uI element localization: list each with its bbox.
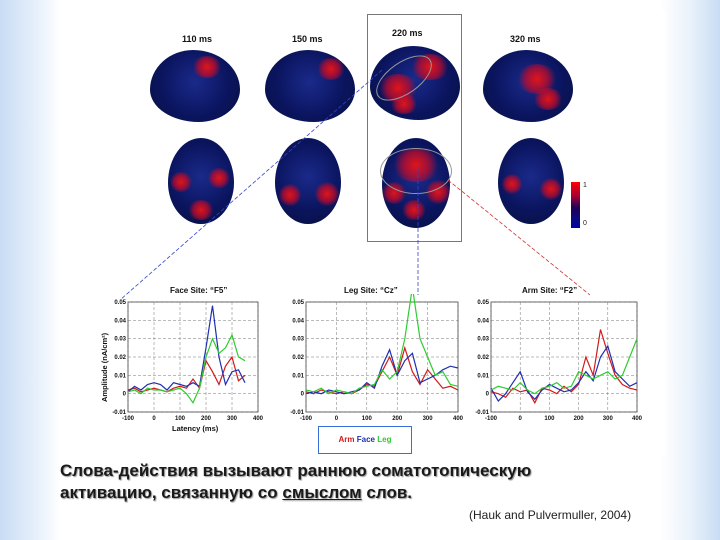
x-tick-label: 0 (335, 416, 339, 422)
series-line-leg (490, 338, 638, 395)
time-label-220: 220 ms (392, 28, 423, 38)
brain-side-220 (370, 46, 460, 120)
highlight-frame (367, 14, 462, 242)
brain-side-110 (150, 50, 240, 122)
y-axis-label: Amplitude (nA/cm²) (100, 332, 109, 402)
y-tick-label: 0.01 (477, 373, 489, 379)
y-tick-label: 0.01 (114, 373, 126, 379)
x-tick-label: 100 (544, 416, 555, 422)
y-tick-label: 0.01 (292, 373, 304, 379)
x-axis-label: Latency (ms) (172, 424, 219, 433)
brain-top-320 (498, 138, 564, 224)
brain-side-320 (483, 50, 573, 122)
caption-line-2-post: слов. (361, 483, 413, 502)
x-tick-label: -100 (300, 416, 313, 422)
series-line-arm (127, 355, 246, 393)
x-tick-label: 200 (201, 416, 212, 422)
time-label-110: 110 ms (182, 34, 213, 44)
citation: (Hauk and Pulvermuller, 2004) (469, 508, 632, 522)
y-tick-label: 0 (486, 392, 490, 398)
y-tick-label: 0.02 (114, 355, 126, 361)
legend: Arm Face Leg (318, 426, 412, 454)
y-tick-label: 0.05 (477, 300, 489, 306)
series-line-leg (305, 294, 459, 395)
plot-leg-site: 0.05 0.04 0.03 0.02 0.01 0 -0.01-100 0 100 200 300… (290, 294, 464, 422)
y-tick-label: 0.03 (292, 337, 304, 343)
y-tick-label: 0.04 (292, 318, 304, 324)
y-tick-label: 0.04 (477, 318, 489, 324)
plot-arm-site: 0.05 0.04 0.03 0.02 0.01 0 -0.01-100 0 100 200 300… (475, 300, 643, 422)
legend-leg: Leg (377, 435, 392, 444)
scale-max-label: 1 (583, 182, 587, 189)
y-tick-label: 0 (301, 392, 305, 398)
plot-face-site: 0.05 0.04 0.03 0.02 0.01 0 -0.01-100 0 100 200 300… (112, 300, 264, 422)
x-tick-label: -100 (485, 416, 498, 422)
connector-lines (119, 69, 591, 301)
legend-arm: Arm (338, 435, 355, 444)
y-tick-label: 0.03 (114, 337, 126, 343)
panel-title-leg: Leg Site: “Cz” (344, 286, 398, 295)
series-line-face (305, 348, 459, 395)
x-tick-label: 300 (603, 416, 614, 422)
caption-line-2-pre: активацию, связанную со (60, 483, 283, 502)
slide-caption: Слова-действия вызывают раннюю соматотоп… (60, 460, 660, 504)
y-tick-label: 0.05 (114, 300, 126, 306)
time-label-150: 150 ms (292, 34, 323, 44)
x-tick-label: 200 (392, 416, 403, 422)
x-tick-label: -100 (122, 416, 135, 422)
x-tick-label: 300 (227, 416, 238, 422)
y-tick-label: -0.01 (112, 410, 126, 416)
y-tick-label: 0.04 (114, 318, 126, 324)
y-tick-label: -0.01 (475, 410, 489, 416)
y-tick-label: 0 (123, 392, 127, 398)
scale-min-label: 0 (583, 220, 587, 227)
legend-face: Face (356, 435, 375, 444)
brain-top-150 (275, 138, 341, 224)
x-tick-label: 300 (423, 416, 434, 422)
y-tick-label: -0.01 (290, 410, 304, 416)
x-tick-label: 100 (175, 416, 186, 422)
x-tick-label: 400 (253, 416, 264, 422)
brain-side-150 (265, 50, 355, 122)
x-tick-label: 400 (632, 416, 643, 422)
time-label-320: 320 ms (510, 34, 541, 44)
panel-title-arm: Arm Site: “F2” (522, 286, 578, 295)
series-line-leg (127, 333, 246, 405)
y-tick-label: 0.03 (477, 337, 489, 343)
series-line-arm (490, 329, 638, 405)
x-tick-label: 100 (362, 416, 373, 422)
color-scale-bar (571, 182, 580, 228)
caption-line-1: Слова-действия вызывают раннюю соматотоп… (60, 461, 532, 480)
panel-title-face: Face Site: “F5” (170, 286, 228, 295)
figure: 110 ms 150 ms 220 ms 320 ms (60, 10, 666, 456)
y-tick-label: 0.02 (292, 355, 304, 361)
caption-line-2: активацию, связанную со смыслом слов. (60, 482, 660, 504)
y-tick-label: 0.02 (477, 355, 489, 361)
series-line-face (490, 344, 638, 402)
x-tick-label: 0 (519, 416, 523, 422)
x-tick-label: 0 (152, 416, 156, 422)
y-tick-label: 0.05 (292, 300, 304, 306)
caption-underlined-word: смыслом (282, 483, 362, 502)
series-line-face (127, 305, 246, 393)
highlight-ellipse-top (380, 148, 452, 194)
x-tick-label: 200 (574, 416, 585, 422)
x-tick-label: 400 (453, 416, 464, 422)
